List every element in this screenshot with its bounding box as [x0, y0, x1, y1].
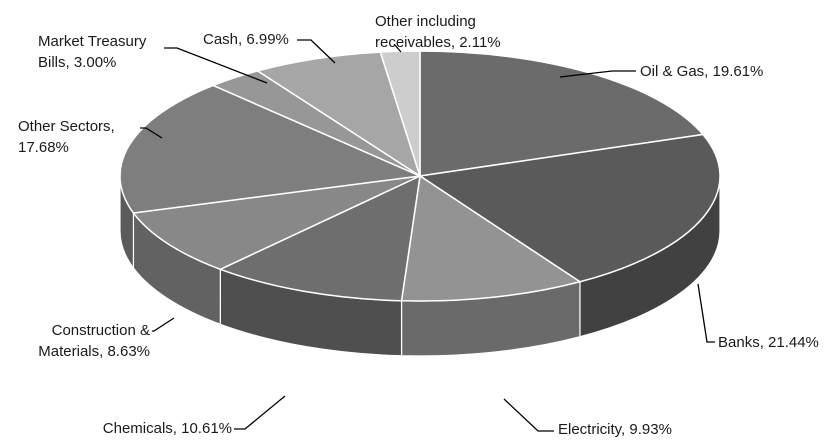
data-label-6: Market Treasury Bills, 3.00% [38, 33, 147, 71]
data-label-7: Cash, 6.99% [203, 31, 289, 48]
leader-lines [140, 39, 715, 432]
data-label-5: Other Sectors, 17.68% [18, 118, 115, 156]
data-label-line: Other Sectors, [18, 118, 115, 135]
data-label-line: Materials, 8.63% [38, 343, 150, 360]
data-label-line: Chemicals, 10.61% [103, 420, 232, 437]
pie-slice-3 [218, 174, 421, 302]
pie-slice-1 [417, 133, 721, 283]
data-label-1: Banks, 21.44% [718, 334, 819, 351]
leader-line-5 [140, 127, 163, 139]
leader-line-7 [297, 39, 336, 64]
leader-line-1 [697, 283, 715, 343]
leader-line-6 [164, 47, 268, 84]
data-label-line: Market Treasury [38, 33, 147, 50]
leader-line-8 [393, 43, 402, 53]
leader-line-3 [234, 395, 286, 430]
data-label-line: Banks, 21.44% [718, 334, 819, 351]
data-label-line: Bills, 3.00% [38, 54, 116, 71]
pie-slices [119, 50, 721, 302]
pie-slice-5 [119, 84, 423, 214]
leader-line-0 [559, 70, 636, 78]
data-label-line: Construction & [52, 322, 150, 339]
data-label-3: Chemicals, 10.61% [103, 420, 232, 437]
data-label-4: Construction & Materials, 8.63% [38, 322, 150, 360]
data-label-line: receivables, 2.11% [375, 34, 501, 51]
data-label-line: Electricity, 9.93% [558, 421, 672, 438]
data-label-line: 17.68% [18, 139, 69, 156]
pie-slice-4 [132, 175, 421, 271]
leader-line-2 [503, 398, 554, 432]
data-label-line: Oil & Gas, 19.61% [640, 63, 763, 80]
data-label-line: Other including [375, 13, 476, 30]
leader-line-4 [152, 317, 175, 332]
data-labels: Oil & Gas, 19.61% Banks, 21.44% Electricit… [18, 13, 819, 438]
pie-slice-7 [255, 51, 422, 178]
data-label-8: Other including receivables, 2.11% [375, 13, 501, 51]
data-label-0: Oil & Gas, 19.61% [640, 63, 763, 80]
data-label-2: Electricity, 9.93% [558, 421, 672, 438]
pie-slice-2 [400, 174, 582, 302]
data-label-line: Cash, 6.99% [203, 31, 289, 48]
